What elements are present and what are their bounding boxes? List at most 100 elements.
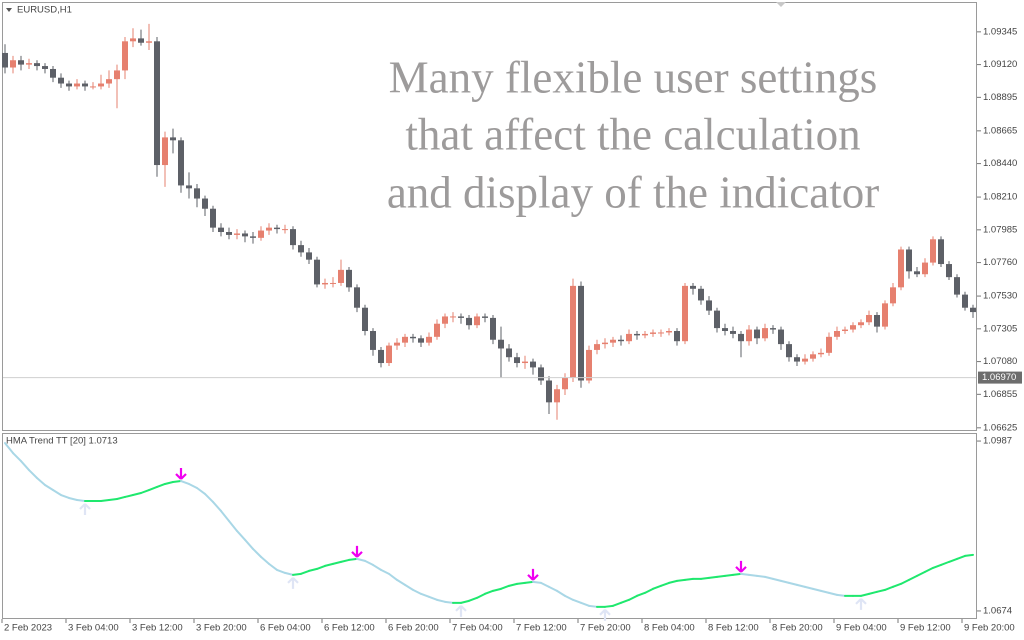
hma-segment — [860, 592, 870, 597]
y-tick-label: 1.09120 — [983, 59, 1017, 70]
hma-segment — [428, 595, 438, 601]
hma-segment — [484, 589, 494, 595]
candle-body — [18, 60, 24, 65]
candle-body — [314, 259, 320, 285]
hma-segment — [548, 585, 558, 592]
hma-segment — [44, 484, 54, 492]
y-tick-label: 1.08210 — [983, 192, 1017, 203]
candle-body — [386, 345, 392, 364]
hma-segment — [364, 559, 374, 566]
y-tick-label: 1.06625 — [983, 422, 1017, 433]
signal-arrow — [175, 468, 187, 480]
candle-body — [922, 262, 928, 275]
candle-body — [874, 314, 880, 327]
y-tick-label: 1.0987 — [983, 436, 1012, 447]
hma-segment — [164, 480, 174, 485]
candle-body — [770, 328, 776, 330]
candle-body — [210, 208, 216, 228]
x-tick-label: 6 Feb 04:00 — [260, 623, 311, 634]
candle-body — [570, 285, 576, 378]
y-tick-label: 1.08440 — [983, 158, 1017, 169]
candle-body — [762, 328, 768, 339]
hma-segment — [716, 574, 726, 578]
hma-segment — [660, 581, 670, 587]
hma-segment — [300, 569, 310, 575]
hma-segment — [116, 495, 126, 500]
candle-body — [50, 68, 56, 78]
hma-segment — [148, 485, 158, 492]
hma-segment — [764, 575, 774, 580]
hma-segment — [236, 529, 246, 541]
symbol-menu-icon[interactable] — [6, 8, 12, 12]
candle-body — [666, 331, 672, 333]
candle-body — [714, 310, 720, 329]
candle-body — [642, 333, 648, 336]
candle-body — [138, 38, 144, 43]
hma-segment — [460, 599, 470, 604]
candle-body — [74, 83, 80, 87]
current-price-label: 1.06970 — [982, 372, 1016, 383]
candle-body — [898, 249, 904, 288]
candle-body — [498, 339, 504, 349]
x-tick-label: 8 Feb 12:00 — [708, 623, 759, 634]
hma-segment — [532, 580, 542, 584]
hma-segment — [396, 578, 406, 586]
candle-body — [170, 137, 176, 141]
candle-body — [162, 137, 168, 166]
hma-segment — [612, 601, 622, 607]
hma-segment — [140, 489, 150, 494]
candle-body — [578, 285, 584, 381]
candle-body — [554, 389, 560, 403]
hma-segment — [412, 588, 422, 595]
candle-body — [42, 66, 48, 69]
hma-segment — [28, 469, 38, 480]
candle-body — [890, 287, 896, 304]
hma-segment — [132, 491, 142, 497]
hma-segment — [892, 582, 902, 588]
hma-segment — [796, 583, 806, 588]
candle-body — [370, 331, 376, 350]
candle-body — [954, 277, 960, 295]
candle-body — [786, 344, 792, 358]
candle-body — [818, 352, 824, 355]
hma-segment — [4, 442, 14, 455]
candle-body — [338, 269, 344, 283]
candle-body — [98, 83, 104, 87]
overlay-text: Many flexible user settings — [389, 52, 878, 102]
candle-body — [930, 239, 936, 263]
candle-body — [634, 333, 640, 336]
hma-segment — [820, 589, 830, 594]
candle-body — [626, 333, 632, 342]
hma-segment — [60, 494, 70, 499]
candle-body — [266, 227, 272, 231]
hma-segment — [908, 574, 918, 581]
signal-arrow — [455, 605, 467, 617]
hma-segment — [868, 590, 878, 595]
indicator-label: HMA Trend TT [20] 1.0713 — [6, 436, 118, 447]
candle-body — [906, 249, 912, 272]
hma-segment — [564, 594, 574, 601]
x-tick-label: 7 Feb 20:00 — [580, 623, 631, 634]
candle-body — [802, 358, 808, 362]
candle-body — [970, 307, 976, 313]
hma-segment — [788, 581, 798, 586]
hma-segment — [900, 578, 910, 585]
hma-segment — [652, 584, 662, 590]
candle-body — [418, 338, 424, 343]
shift-marker[interactable] — [776, 2, 786, 7]
hma-segment — [956, 554, 966, 560]
hma-segment — [52, 489, 62, 497]
hma-segment — [620, 598, 630, 604]
candle-body — [962, 294, 968, 308]
hma-segment — [180, 480, 190, 485]
hma-segment — [124, 494, 134, 498]
signal-arrow — [527, 568, 539, 581]
candle-body — [346, 269, 352, 288]
hma-segment — [780, 579, 790, 584]
hma-segment — [348, 557, 358, 561]
hma-segment — [172, 480, 182, 483]
candle-body — [378, 349, 384, 364]
x-tick-label: 7 Feb 04:00 — [452, 623, 503, 634]
hma-segment — [500, 584, 510, 590]
